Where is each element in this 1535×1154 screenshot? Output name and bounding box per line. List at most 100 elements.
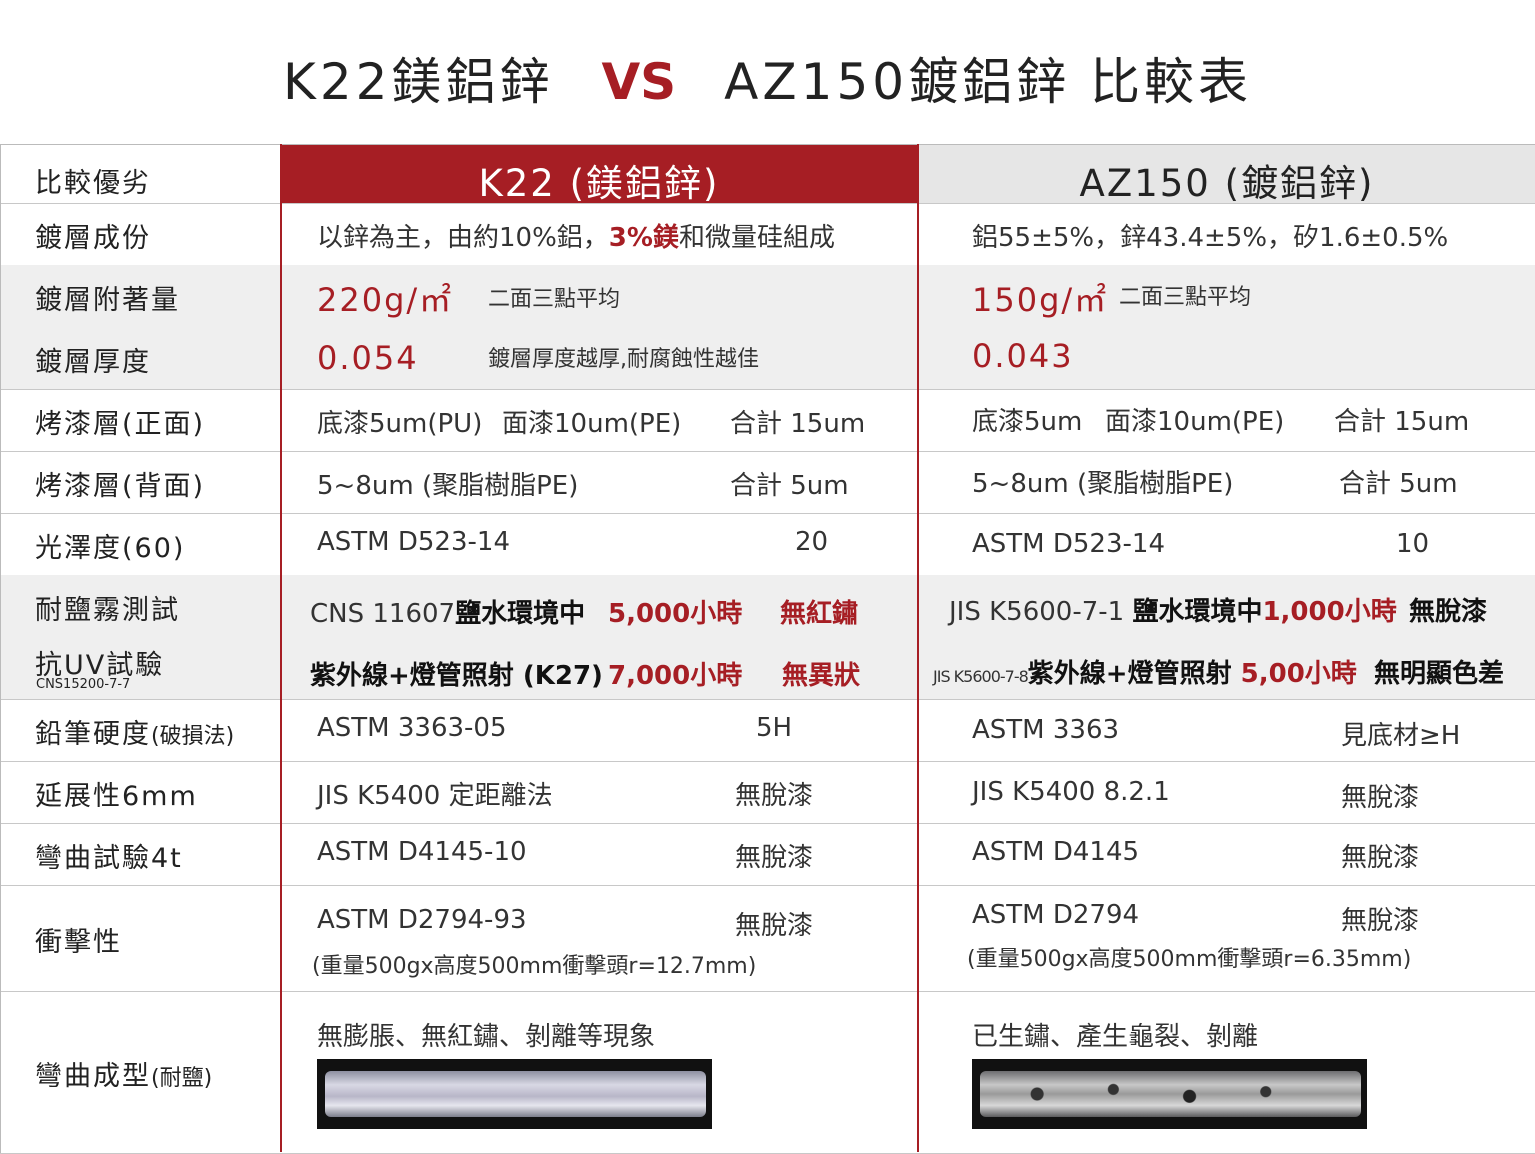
- value-text: JIS K5600-7-8: [933, 667, 1029, 686]
- row-label-text: 烤漆層(背面): [35, 471, 206, 502]
- value-text: 5~8um (聚脂樹脂PE): [317, 471, 579, 501]
- value-group: 5~8um (聚脂樹脂PE): [972, 463, 1233, 500]
- value-group: 150g/㎡: [972, 275, 1108, 321]
- header-k22-cell: K22 (鎂鋁鋅): [280, 145, 918, 205]
- title-k22: K22鎂鋁鋅: [283, 53, 554, 111]
- value-text: 紫外線+燈管照射: [1027, 659, 1241, 689]
- value-group: 面漆10um(PE): [502, 403, 681, 440]
- value-text: ASTM D4145-10: [317, 837, 527, 867]
- table-row: 彎曲試驗4t ASTM D4145-10 無脫漆 ASTM D4145 無脫漆: [0, 823, 1535, 886]
- value-text: (重量500gx高度500mm衝擊頭r=6.35mm): [967, 947, 1412, 972]
- value-group: 5~8um (聚脂樹脂PE): [317, 465, 578, 502]
- value-group: 無紅鏽: [780, 593, 858, 630]
- value-text: (重量500gx高度500mm衝擊頭r=12.7mm): [312, 954, 757, 979]
- value-group: (重量500gx高度500mm衝擊頭r=6.35mm): [967, 941, 1411, 973]
- header-k22: K22 (鎂鋁鋅): [478, 162, 720, 205]
- table-row: 鍍層成份 以鋅為主，由約10%鋁，3%鎂和微量硅組成 鋁55±5%，鋅43.4±5%…: [0, 203, 1535, 266]
- value-text: 無膨脹、無紅鏽、剝離等現象: [317, 1022, 656, 1052]
- value-group: 7,000小時: [608, 655, 742, 692]
- value-text: 無脫漆: [1409, 597, 1488, 627]
- row-label: 光澤度(60): [35, 526, 185, 565]
- k22-value-cell: 以鋅為主，由約10%鋁，3%鎂和微量硅組成: [280, 203, 918, 265]
- value-group: ASTM D523-14: [317, 527, 510, 557]
- value-group: JIS K5400 8.2.1: [972, 777, 1170, 807]
- value-group: CNS 11607鹽水環境中: [310, 593, 585, 630]
- value-text: 150g/㎡: [972, 281, 1109, 319]
- value-group: JIS K5600-7-1 鹽水環境中1,000小時: [949, 591, 1397, 628]
- k22-value-cell: ASTM D4145-10 無脫漆: [280, 823, 918, 885]
- value-group: 220g/㎡: [317, 275, 453, 321]
- row-label-text: 抗UV試驗: [35, 650, 165, 681]
- value-group: 10: [1396, 529, 1429, 559]
- table-row: 光澤度(60) ASTM D523-14 20 ASTM D523-14 10: [0, 513, 1535, 576]
- value-text: 合計 5um: [1339, 469, 1458, 499]
- value-group: 鋁55±5%，鋅43.4±5%，矽1.6±0.5%: [972, 217, 1448, 254]
- value-group: JIS K5400 定距離法: [317, 775, 553, 812]
- table-row: 抗UV試驗 CNS15200-7-7 紫外線+燈管照射 (K27) 7,000小時 無異…: [0, 637, 1535, 700]
- value-text: 無脫漆: [1341, 843, 1420, 873]
- row-label-text: 烤漆層(正面): [35, 409, 206, 440]
- row-label-text: 延展性6mm: [35, 781, 198, 812]
- row-label-note: (耐鹽): [151, 1066, 213, 1091]
- row-label-text: 衝擊性: [35, 927, 122, 958]
- value-group: (重量500gx高度500mm衝擊頭r=12.7mm): [312, 948, 756, 980]
- az150-value-cell: 150g/㎡ 二面三點平均: [919, 265, 1535, 327]
- value-group: ASTM D4145-10: [317, 837, 527, 867]
- value-text: 5,000小時: [608, 599, 743, 629]
- value-text: 底漆5um(PU): [317, 409, 483, 439]
- k22-value-cell: 底漆5um(PU) 面漆10um(PE) 合計 15um: [280, 389, 918, 451]
- value-group: 無脫漆: [1409, 591, 1487, 628]
- value-text: 和微量硅組成: [678, 223, 835, 253]
- value-group: ASTM 3363-05: [317, 713, 507, 743]
- value-group: 二面三點平均: [1119, 279, 1251, 311]
- value-text: CNS 11607: [310, 599, 456, 629]
- row-label: 抗UV試驗: [35, 643, 164, 682]
- value-text: 二面三點平均: [488, 287, 621, 312]
- value-text: 鋁55±5%，鋅43.4±5%，矽1.6±0.5%: [972, 223, 1449, 253]
- row-label-cell: 光澤度(60): [0, 513, 281, 575]
- az150-value-cell: 5~8um (聚脂樹脂PE) 合計 5um: [919, 451, 1535, 513]
- value-group: 見底材≥H: [1341, 715, 1460, 752]
- k22-value-cell: CNS 11607鹽水環境中 5,000小時 無紅鏽: [280, 575, 918, 637]
- value-text: ASTM D2794: [972, 900, 1140, 930]
- row-label: 彎曲試驗4t: [35, 836, 183, 875]
- row-label: 彎曲成型(耐鹽): [35, 1054, 212, 1093]
- value-text: 面漆10um(PE): [1105, 407, 1285, 437]
- k22-value-cell: JIS K5400 定距離法 無脫漆: [280, 761, 918, 823]
- az150-value-cell: JIS K5400 8.2.1 無脫漆: [919, 761, 1535, 823]
- value-text: 5,00小時: [1240, 659, 1357, 689]
- value-text: 1,000小時: [1262, 597, 1397, 627]
- row-label-cell: 烤漆層(正面): [0, 389, 281, 451]
- row-label: 延展性6mm: [35, 774, 198, 813]
- az150-value-cell: ASTM D2794 無脫漆 (重量500gx高度500mm衝擊頭r=6.35mm): [919, 885, 1535, 991]
- row-label-text: 彎曲試驗4t: [35, 843, 183, 874]
- k22-sample-photo: [317, 1059, 712, 1129]
- value-group: 以鋅為主，由約10%鋁，3%鎂和微量硅組成: [317, 217, 835, 254]
- value-group: 5H: [756, 713, 792, 743]
- k22-value-cell: 無膨脹、無紅鏽、剝離等現象: [280, 991, 918, 1153]
- value-group: 無脫漆: [1341, 777, 1419, 814]
- az150-value-cell: ASTM 3363 見底材≥H: [919, 699, 1535, 761]
- value-group: 無脫漆: [735, 905, 813, 942]
- header-az150-cell: AZ150 (鍍鋁鋅): [919, 145, 1535, 205]
- value-text: 合計 15um: [1334, 407, 1470, 437]
- value-group: 20: [795, 527, 828, 557]
- row-label-text: 彎曲成型: [35, 1061, 151, 1092]
- row-label-cell: 烤漆層(背面): [0, 451, 281, 513]
- row-label: 鉛筆硬度(破損法): [35, 712, 234, 751]
- row-label-text: 鍍層成份: [35, 223, 151, 254]
- value-group: ASTM D2794-93: [317, 905, 527, 935]
- value-text: 10: [1396, 529, 1430, 559]
- value-group: 面漆10um(PE): [1105, 401, 1284, 438]
- k22-value-cell: ASTM 3363-05 5H: [280, 699, 918, 761]
- k22-value-cell: 紫外線+燈管照射 (K27) 7,000小時 無異狀: [280, 637, 918, 699]
- row-label: 鍍層成份: [35, 216, 151, 255]
- header-az150: AZ150 (鍍鋁鋅): [1079, 162, 1375, 205]
- value-group: 無異狀: [782, 655, 860, 692]
- value-text: ASTM D523-14: [972, 529, 1165, 559]
- table-row: 彎曲成型(耐鹽) 無膨脹、無紅鏽、剝離等現象 已生鏽、產生龜裂、剝離: [0, 991, 1535, 1154]
- row-label-text: 光澤度(60): [35, 533, 186, 564]
- value-group: 鍍層厚度越厚,耐腐蝕性越佳: [488, 341, 759, 373]
- title-vs: VS: [601, 53, 677, 111]
- row-label-text: 耐鹽霧測試: [35, 595, 180, 626]
